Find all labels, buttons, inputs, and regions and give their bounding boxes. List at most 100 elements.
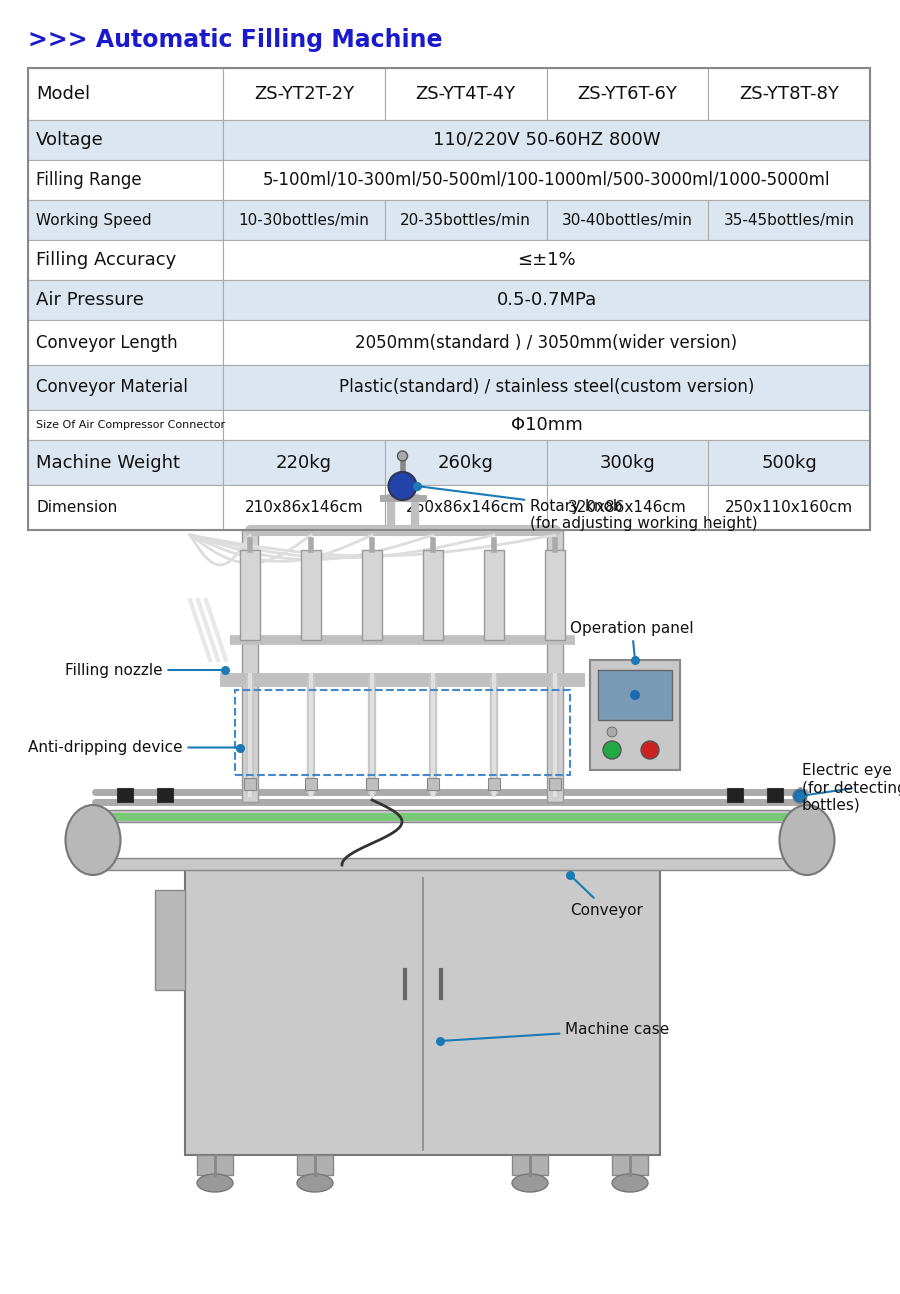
Bar (385, 485, 546, 531)
Text: ZS-YT4T-4Y: ZS-YT4T-4Y (416, 85, 516, 104)
Bar (549, 778, 561, 791)
Bar (90, 810, 810, 822)
Text: 30-40bottles/min: 30-40bottles/min (562, 212, 693, 228)
Bar (28, 365, 223, 410)
Bar (28, 320, 223, 365)
Bar (28, 120, 223, 160)
Bar (385, 440, 546, 485)
Bar (223, 120, 870, 160)
Text: Filling Range: Filling Range (36, 171, 141, 189)
Bar (546, 440, 708, 485)
Bar (546, 485, 708, 531)
Text: Working Speed: Working Speed (36, 212, 151, 228)
Bar (28, 239, 223, 280)
Circle shape (398, 452, 408, 461)
Bar (242, 531, 258, 802)
Bar (223, 485, 385, 531)
Text: 220kg: 220kg (276, 453, 332, 471)
Bar (223, 410, 870, 440)
Bar (197, 1156, 233, 1175)
Bar (155, 890, 185, 990)
Text: Machine Weight: Machine Weight (36, 453, 180, 471)
Text: Machine case: Machine case (443, 1022, 670, 1040)
Text: 500kg: 500kg (761, 453, 817, 471)
Bar (546, 69, 708, 120)
Bar (362, 550, 382, 641)
Bar (385, 69, 546, 120)
Bar (767, 788, 783, 802)
Bar (488, 778, 500, 791)
Circle shape (389, 472, 417, 499)
Bar (305, 778, 317, 791)
Ellipse shape (66, 805, 121, 875)
Bar (512, 1156, 548, 1175)
Text: Size Of Air Compressor Connector: Size Of Air Compressor Connector (36, 421, 225, 430)
Bar (223, 365, 870, 410)
Text: Plastic(standard) / stainless steel(custom version): Plastic(standard) / stainless steel(cust… (338, 379, 754, 396)
Text: ≤±1%: ≤±1% (518, 251, 576, 269)
Bar (385, 201, 546, 239)
Text: >>> Automatic Filling Machine: >>> Automatic Filling Machine (28, 28, 443, 52)
Text: Filling Accuracy: Filling Accuracy (36, 251, 176, 269)
Circle shape (630, 690, 640, 700)
Bar (117, 788, 133, 802)
Bar (223, 239, 870, 280)
Bar (157, 788, 173, 802)
Circle shape (607, 727, 617, 738)
Bar (727, 788, 743, 802)
Text: 20-35bottles/min: 20-35bottles/min (400, 212, 531, 228)
Bar (244, 778, 256, 791)
Bar (185, 870, 660, 1156)
Text: 210x86x146cm: 210x86x146cm (245, 499, 364, 515)
Bar (423, 550, 443, 641)
Bar (708, 440, 870, 485)
Text: 0.5-0.7MPa: 0.5-0.7MPa (497, 291, 597, 309)
Bar (708, 485, 870, 531)
Text: Model: Model (36, 85, 90, 104)
Bar (223, 440, 385, 485)
Text: 5-100ml/10-300ml/50-500ml/100-1000ml/500-3000ml/1000-5000ml: 5-100ml/10-300ml/50-500ml/100-1000ml/500… (263, 171, 830, 189)
Bar (223, 69, 385, 120)
Circle shape (603, 741, 621, 760)
Bar (28, 201, 223, 239)
Bar (612, 1156, 648, 1175)
Bar (28, 160, 223, 201)
Bar (708, 69, 870, 120)
Text: Filling nozzle: Filling nozzle (65, 663, 222, 678)
Text: Voltage: Voltage (36, 131, 104, 149)
Bar (301, 550, 321, 641)
Text: 250x110x160cm: 250x110x160cm (725, 499, 853, 515)
Ellipse shape (197, 1174, 233, 1192)
Text: Conveyor Material: Conveyor Material (36, 379, 188, 396)
Bar (90, 858, 810, 870)
Bar (297, 1156, 333, 1175)
Bar (427, 778, 439, 791)
Text: Anti-dripping device: Anti-dripping device (28, 740, 238, 754)
Text: 260x86x146cm: 260x86x146cm (406, 499, 525, 515)
Bar (28, 440, 223, 485)
Bar (235, 690, 570, 775)
Bar (223, 320, 870, 365)
Bar (240, 550, 260, 641)
Text: 35-45bottles/min: 35-45bottles/min (724, 212, 855, 228)
Text: Conveyor Length: Conveyor Length (36, 334, 177, 352)
Text: 320x86x146cm: 320x86x146cm (568, 499, 687, 515)
Text: 2050mm(standard ) / 3050mm(wider version): 2050mm(standard ) / 3050mm(wider version… (356, 334, 738, 352)
Text: Air Pressure: Air Pressure (36, 291, 144, 309)
Bar (95, 813, 805, 820)
Ellipse shape (779, 805, 834, 875)
Text: 10-30bottles/min: 10-30bottles/min (238, 212, 369, 228)
Text: Operation panel: Operation panel (570, 621, 694, 657)
Bar (545, 550, 565, 641)
Bar (598, 670, 672, 719)
Bar (28, 69, 223, 120)
Bar (223, 280, 870, 320)
Bar (223, 201, 385, 239)
Text: 260kg: 260kg (437, 453, 493, 471)
Text: ZS-YT8T-8Y: ZS-YT8T-8Y (739, 85, 839, 104)
Bar (546, 201, 708, 239)
Bar (28, 485, 223, 531)
Text: ZS-YT6T-6Y: ZS-YT6T-6Y (578, 85, 678, 104)
Text: Conveyor: Conveyor (570, 877, 643, 917)
Text: Electric eye
(for detecting
bottles): Electric eye (for detecting bottles) (802, 763, 900, 813)
